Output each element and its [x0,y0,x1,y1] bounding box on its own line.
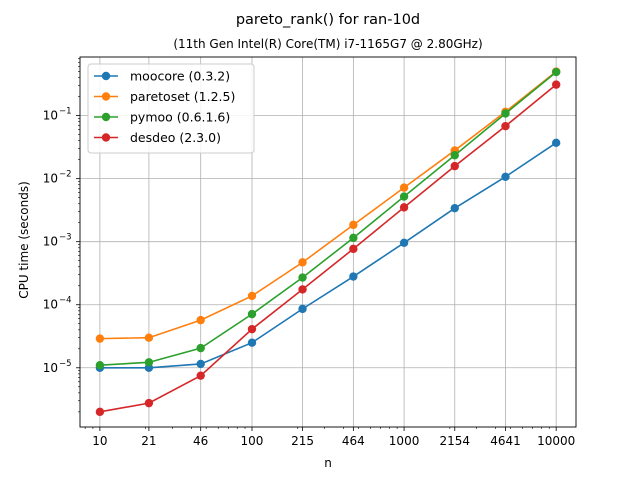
data-point [144,358,154,367]
legend-label: paretoset (1.2.5) [130,89,235,104]
legend-item: paretoset (1.2.5) [94,89,235,104]
x-tick-label: 10 [92,434,107,448]
y-tick-exponent: −1 [59,107,72,117]
data-point [144,398,154,408]
data-point [95,407,105,417]
series-group [95,138,561,372]
data-point [501,109,510,118]
x-tick-label: 4641 [490,434,521,448]
chart-title: pareto_rank() for ran-10d [236,12,420,28]
data-point [399,238,409,248]
chart-subtitle: (11th Gen Intel(R) Core(TM) i7-1165G7 @ … [173,37,482,51]
data-point [551,80,561,89]
series-line [99,142,557,369]
ticks: 10 21 46 100 215 464 1000 2154 4641 1000010−510−4… [43,58,575,448]
data-point [551,138,561,148]
series-group [95,80,561,417]
data-point [551,67,561,77]
data-point [501,172,510,181]
legend-item: moocore (0.3.2) [94,69,230,84]
legend-item: desdeo (2.3.0) [94,130,221,145]
y-tick-label: 10 [43,298,58,312]
legend-item: pymoo (0.6.1.6) [94,110,230,125]
data-point [196,315,205,325]
data-point [196,359,205,369]
data-point [247,324,257,334]
series-line [99,84,557,413]
legend-label: moocore (0.3.2) [130,69,230,84]
x-axis-label: n [324,456,332,470]
y-tick-exponent: −4 [59,296,72,306]
x-tick-label: 464 [342,434,365,448]
y-tick-exponent: −2 [59,170,72,180]
x-tick-label: 2154 [439,434,470,448]
x-tick-label: 10000 [537,434,575,448]
data-point [196,371,205,380]
legend-box [87,63,255,154]
data-point [298,273,307,282]
series [95,67,561,417]
data-point [399,183,409,192]
legend-swatch-marker [101,92,111,101]
y-tick-label: 10 [43,235,58,249]
y-tick-exponent: −5 [59,359,72,369]
y-tick-label: 10 [43,109,58,123]
data-point [349,220,358,230]
data-point [450,151,459,160]
legend-label: desdeo (2.3.0) [130,130,221,145]
legend-swatch-marker [101,71,111,81]
x-tick-label: 21 [141,434,156,448]
x-tick-label: 215 [291,434,314,448]
data-point [450,203,459,213]
legend: moocore (0.3.2) paretoset (1.2.5) pymoo (0… [87,63,255,154]
data-point [349,272,358,281]
x-tick-label: 100 [241,434,264,448]
data-point [399,192,409,201]
axes-frame [79,56,577,428]
data-point [144,333,154,342]
y-tick-label: 10 [43,172,58,186]
series-line [99,70,557,340]
legend-swatch-marker [101,133,111,142]
x-tick-label: 46 [193,434,208,448]
data-point [247,338,257,347]
legend-label: pymoo (0.6.1.6) [130,110,230,125]
y-tick-label: 10 [43,361,58,375]
data-point [349,233,358,243]
data-point [196,343,205,353]
data-point [247,291,257,301]
data-point [95,360,105,370]
data-point [95,334,105,343]
data-point [298,285,307,294]
y-tick-exponent: −3 [59,233,72,243]
data-point [450,161,459,171]
x-tick-label: 1000 [389,434,420,448]
data-point [298,258,307,267]
data-point [298,304,307,314]
data-point [501,121,510,131]
series-line [99,71,557,366]
data-point [399,203,409,212]
data-point [349,244,358,254]
y-axis-label: CPU time (seconds) [17,181,31,299]
series-group [95,67,561,370]
legend-swatch-marker [101,112,111,122]
data-point [247,309,257,319]
